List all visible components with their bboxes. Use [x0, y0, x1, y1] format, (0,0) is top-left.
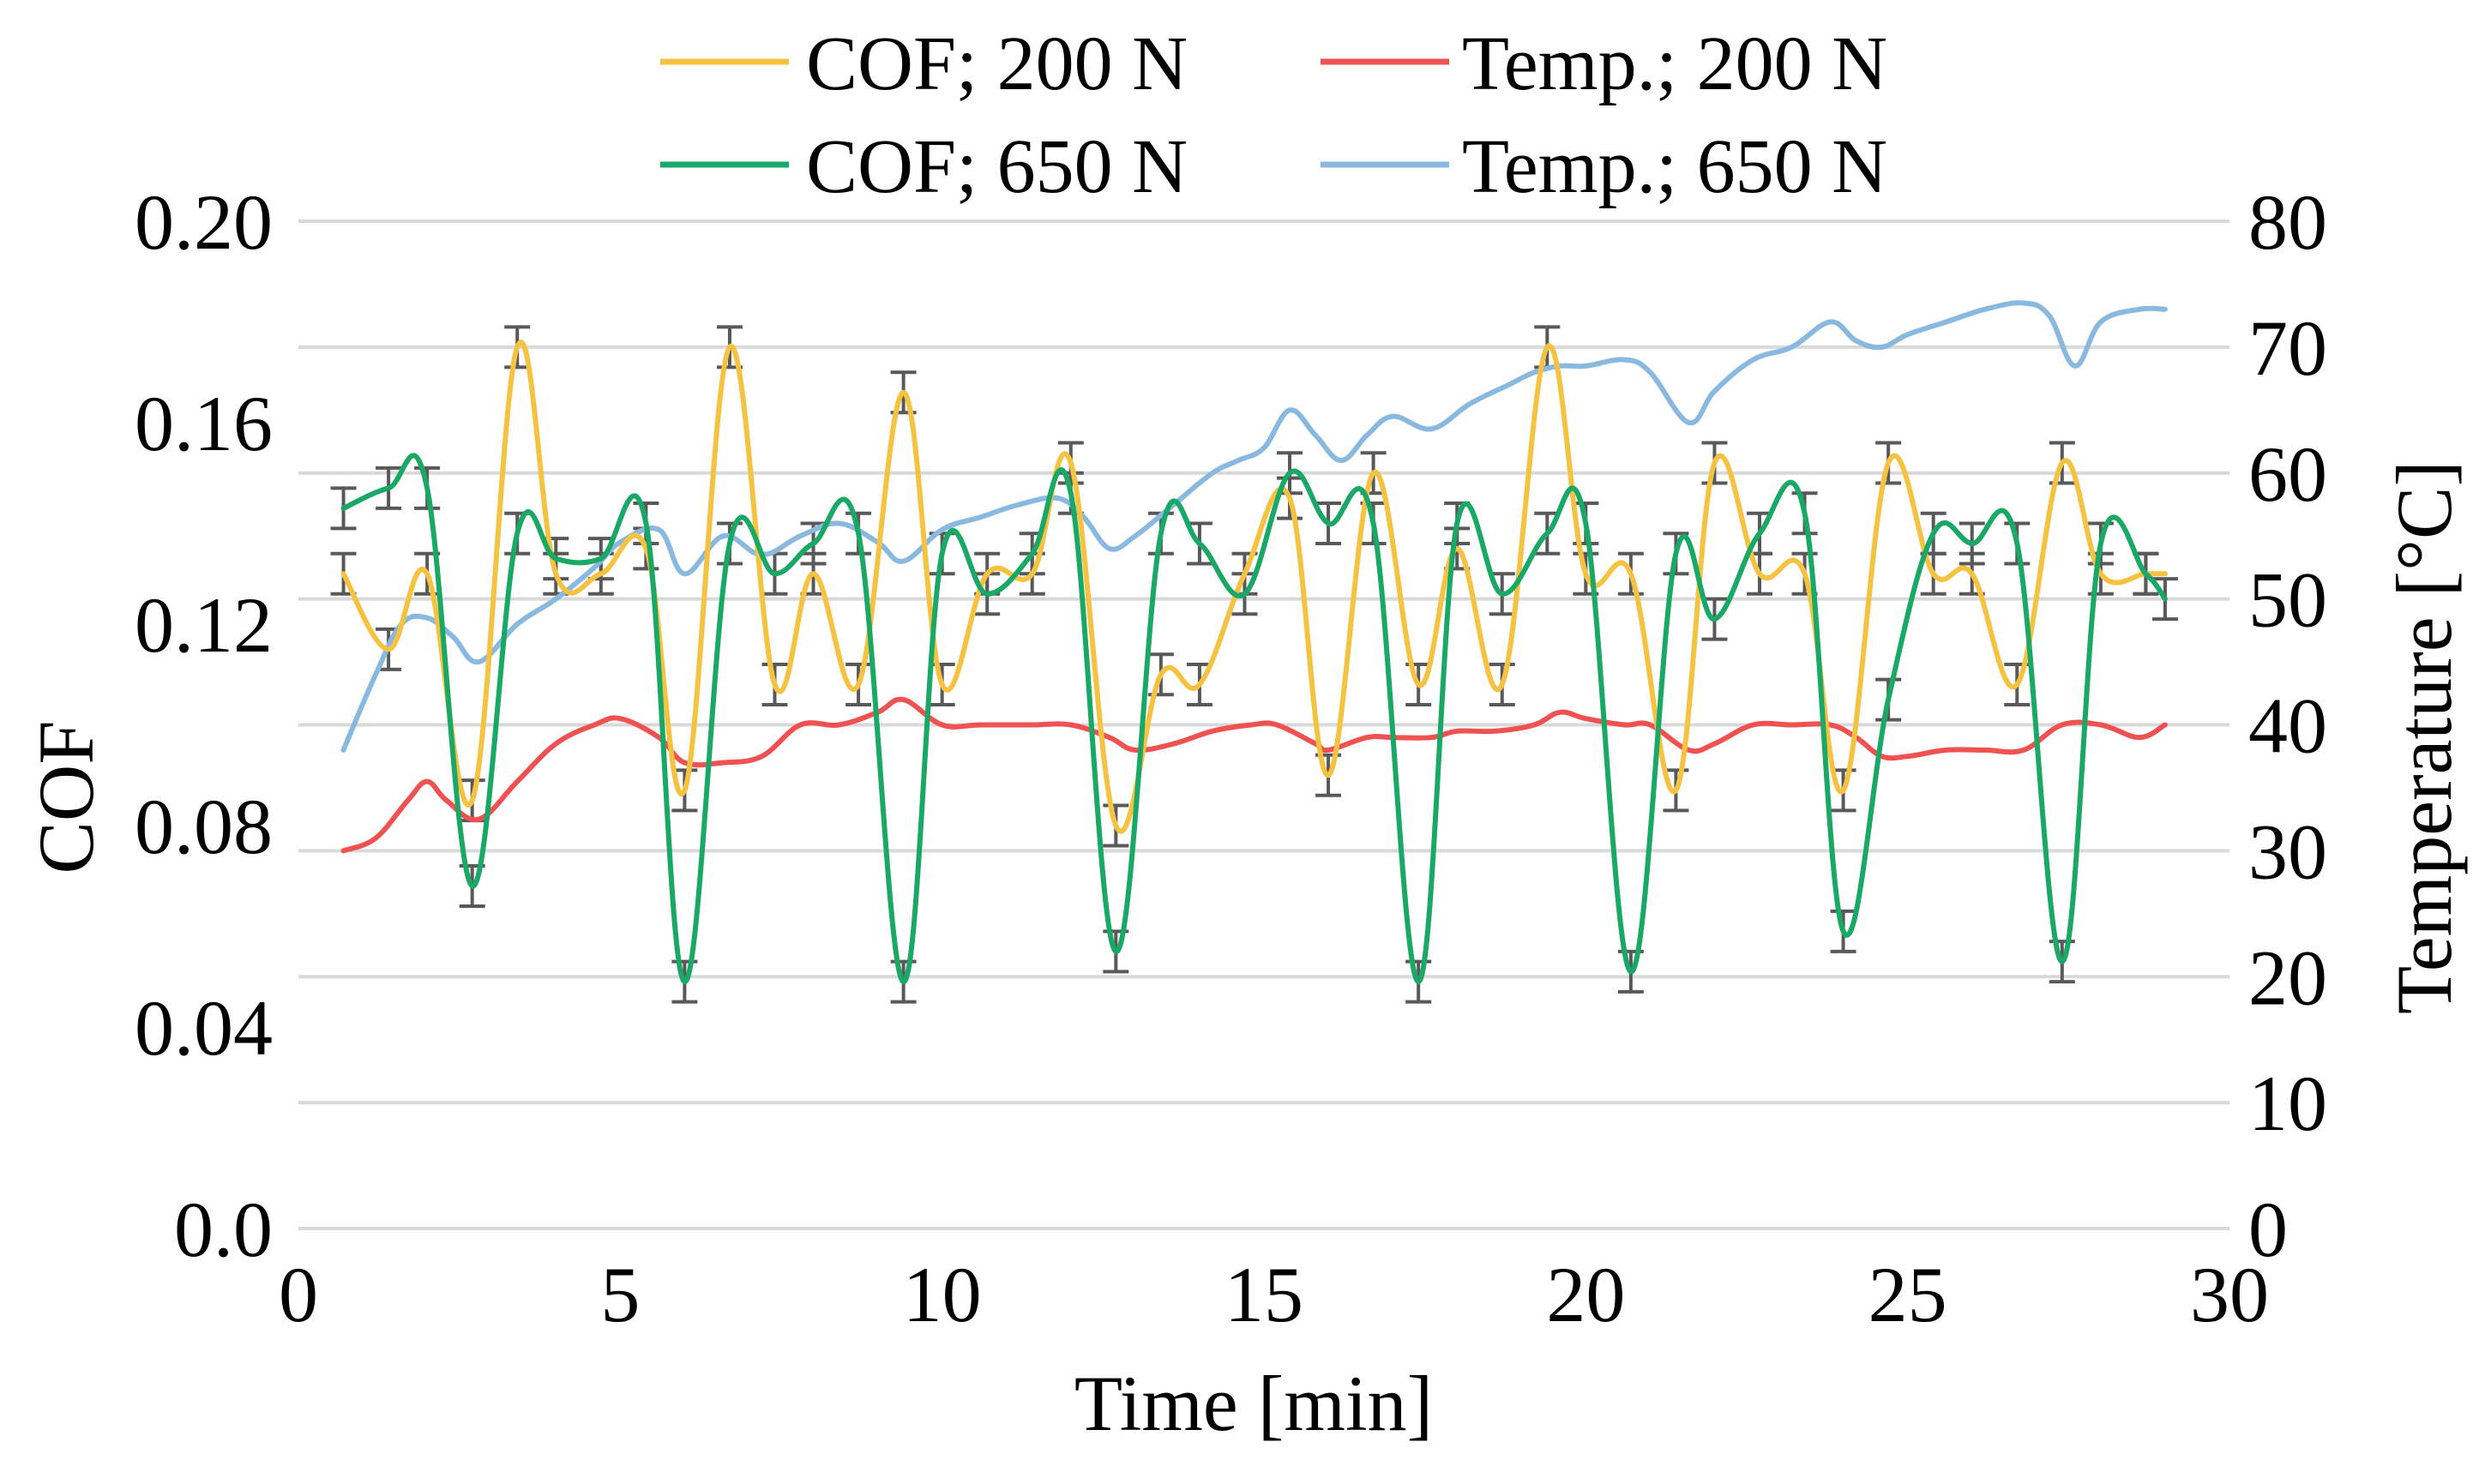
y-right-tick-label: 10 [2248, 1060, 2327, 1147]
y-right-tick-label: 0 [2248, 1186, 2288, 1273]
legend-label-cof-200: COF; 200 N [806, 21, 1188, 106]
series-line-cof-650-n [340, 453, 2168, 985]
x-tick-label: 10 [903, 1251, 982, 1338]
y-right-tick-label: 80 [2248, 178, 2327, 266]
x-tick-label: 25 [1868, 1251, 1947, 1338]
x-tick-label: 15 [1224, 1251, 1303, 1338]
x-tick-label: 30 [2190, 1251, 2269, 1338]
y-right-tick-label: 60 [2248, 430, 2327, 518]
series-line-temp-200-n [340, 696, 2168, 854]
y-right-tick-label: 70 [2248, 304, 2327, 392]
y-left-tick-label: 0.04 [135, 984, 273, 1072]
y-left-tick-label: 0.16 [135, 380, 273, 467]
y-axis-left-title: COF [22, 721, 110, 874]
y-axis-right-title: Temperature [°C] [2380, 460, 2468, 1014]
y-left-tick-label: 0.08 [135, 783, 273, 870]
y-right-tick-label: 20 [2248, 934, 2327, 1021]
y-left-tick-label: 0.20 [135, 178, 273, 266]
legend: COF; 200 N COF; 650 N Temp.; 200 N Temp.… [660, 21, 1887, 209]
y-left-tick-label: 0.0 [174, 1186, 273, 1273]
legend-label-temp-650: Temp.; 650 N [1462, 124, 1887, 209]
x-axis-ticks: 0 5 10 15 20 25 30 [279, 1251, 2269, 1338]
y-left-tick-label: 0.12 [135, 581, 273, 669]
legend-label-temp-200: Temp.; 200 N [1462, 21, 1887, 106]
series-lines [340, 300, 2168, 985]
y-right-tick-label: 40 [2248, 682, 2327, 770]
y-axis-right-ticks: 0 10 20 30 40 50 60 70 80 [2248, 178, 2327, 1273]
y-axis-left-ticks: 0.0 0.04 0.08 0.12 0.16 0.20 [135, 178, 273, 1273]
error-bars [330, 325, 2178, 1004]
x-tick-label: 20 [1546, 1251, 1625, 1338]
y-right-tick-label: 50 [2248, 556, 2327, 644]
x-tick-label: 0 [279, 1251, 318, 1338]
legend-label-cof-650: COF; 650 N [806, 124, 1188, 209]
gridlines [298, 219, 2229, 1230]
x-axis-title: Time [min] [1074, 1360, 1433, 1447]
y-right-tick-label: 30 [2248, 808, 2327, 895]
x-tick-label: 5 [600, 1251, 640, 1338]
